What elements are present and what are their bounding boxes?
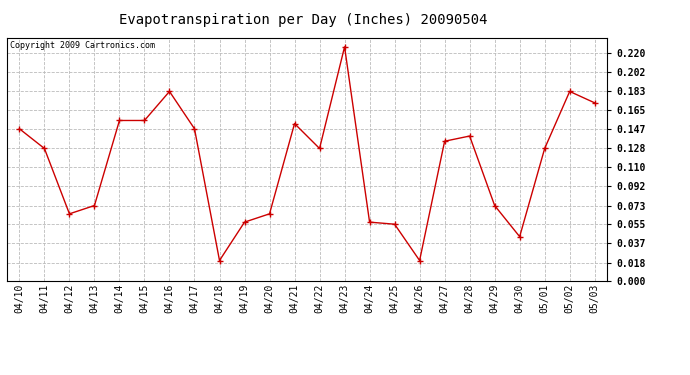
Text: Copyright 2009 Cartronics.com: Copyright 2009 Cartronics.com: [10, 41, 155, 50]
Text: Evapotranspiration per Day (Inches) 20090504: Evapotranspiration per Day (Inches) 2009…: [119, 13, 488, 27]
